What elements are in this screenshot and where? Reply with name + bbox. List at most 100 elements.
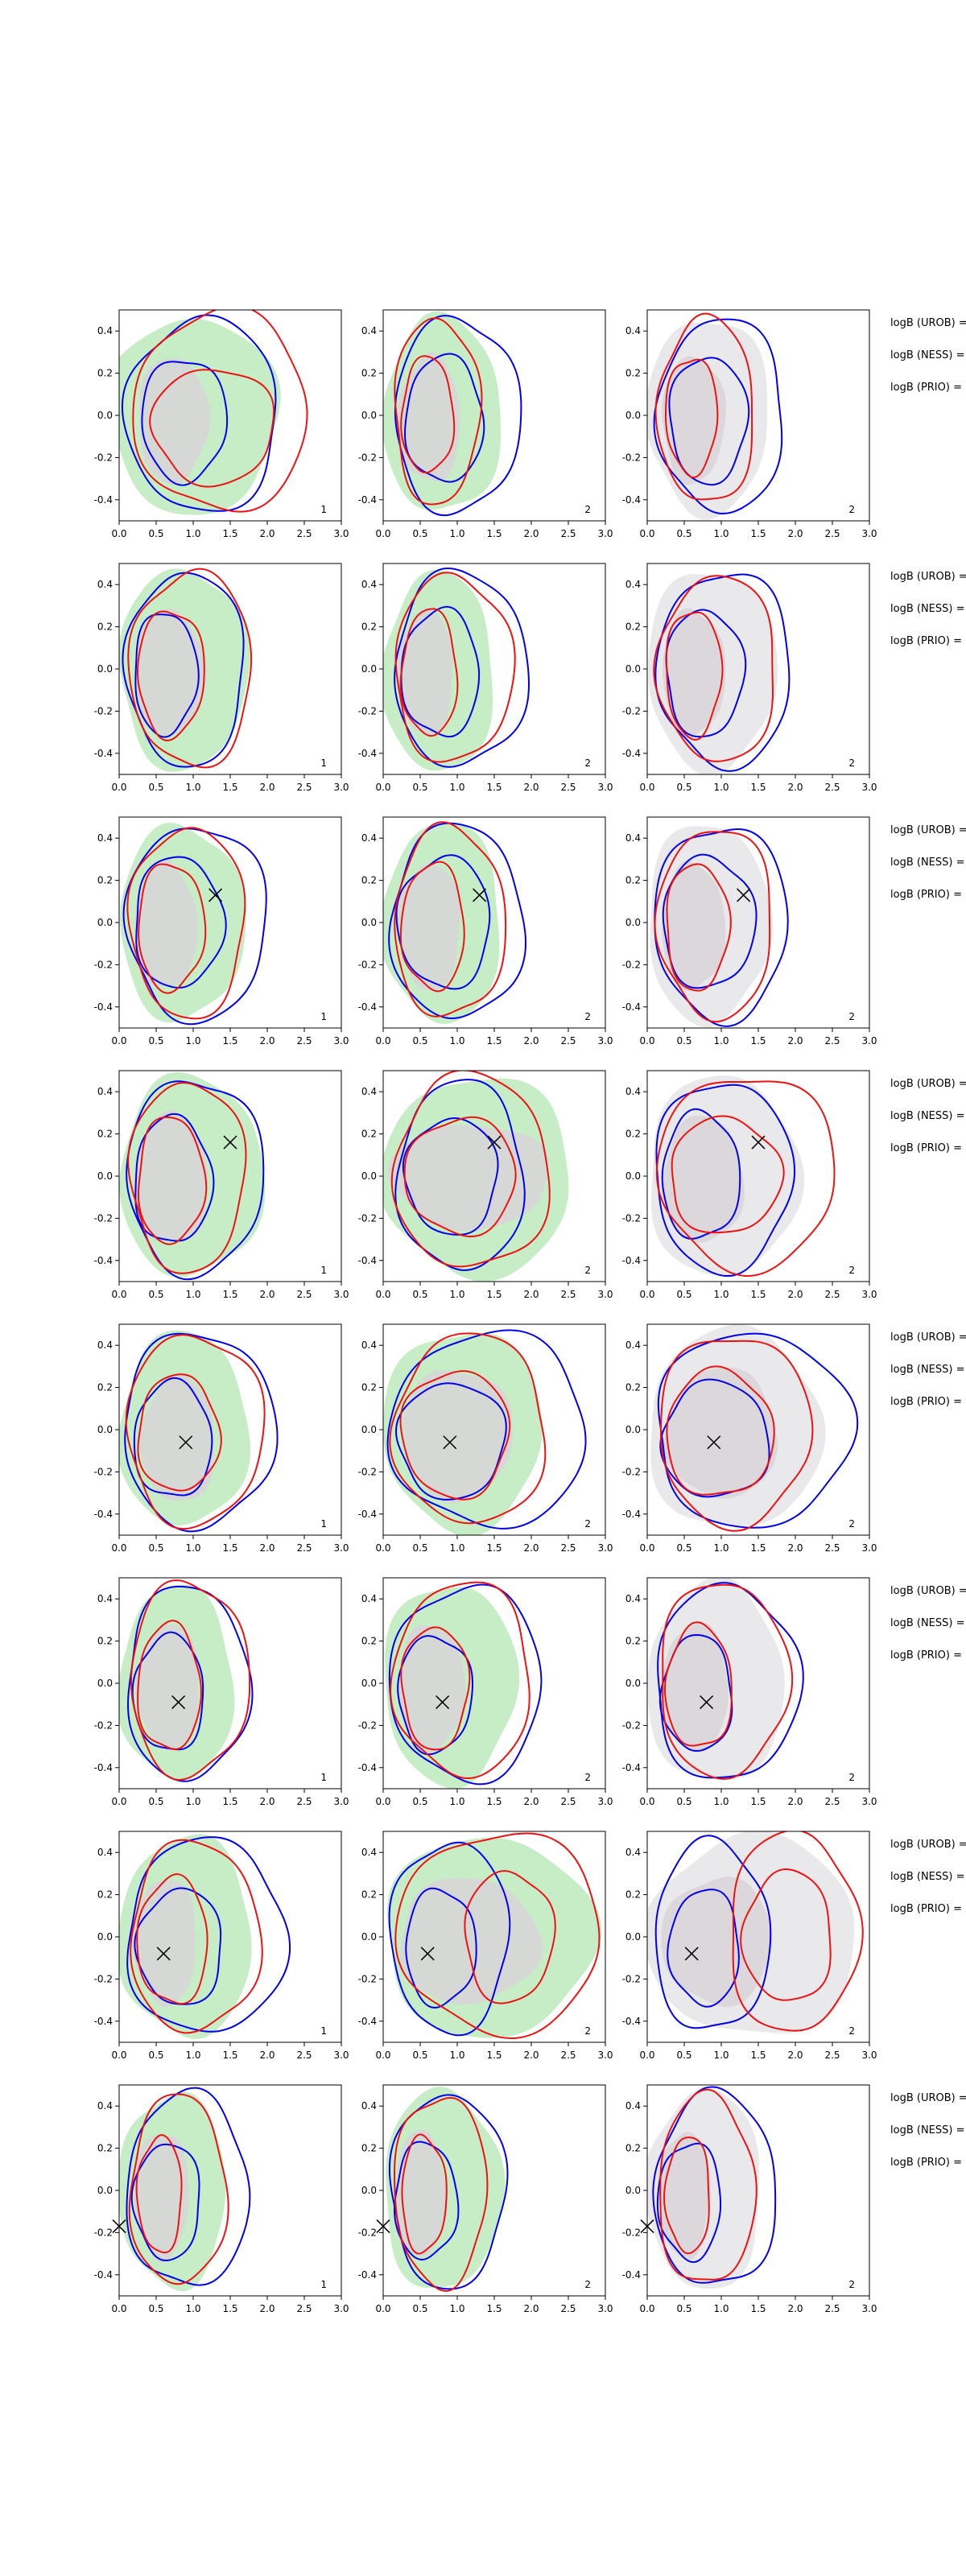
red-contour-2 — [664, 358, 719, 479]
logb-label-3: logB (PRIO) = — [890, 889, 962, 901]
x-marker — [436, 1695, 450, 1710]
y-tick-label: 0.0 — [97, 663, 113, 675]
panel-number-label: 2 — [848, 1265, 855, 1276]
plot-area — [648, 573, 791, 774]
x-tick-label: 3.0 — [597, 2303, 613, 2314]
x-tick-label: 2.5 — [296, 782, 312, 793]
x-tick-label: 0.5 — [676, 782, 691, 793]
y-tick-label: -0.4 — [622, 1255, 641, 1266]
x-tick-label: 0.5 — [676, 1796, 691, 1807]
y-tick-label: 0.2 — [625, 368, 641, 379]
plot-area — [119, 568, 253, 772]
x-tick-label: 2.5 — [560, 528, 576, 539]
red-contour-2 — [138, 1116, 208, 1245]
y-tick-label: 0.2 — [97, 1382, 113, 1393]
y-tick-label: 0.0 — [97, 1170, 113, 1182]
x-tick-label: 0.0 — [375, 2050, 390, 2061]
blue-contour-2 — [131, 1631, 204, 1751]
x-marker — [751, 1135, 766, 1150]
blue-contour-1 — [122, 572, 245, 768]
x-tick-label: 1.0 — [185, 528, 200, 539]
x-tick-label: 2.0 — [523, 1796, 539, 1807]
y-tick-label: -0.2 — [94, 452, 113, 463]
y-tick-label: -0.2 — [622, 1719, 641, 1731]
x-tick-label: 0.5 — [148, 1542, 163, 1554]
x-tick-label: 2.0 — [787, 1289, 803, 1300]
red-contour-1 — [659, 1340, 814, 1532]
x-tick-label: 2.5 — [296, 1542, 312, 1554]
x-tick-label: 2.0 — [523, 1542, 539, 1554]
subplot-r8-c1: 0.0 0.5 1.0 1.5 2.0 2.5 3.0 0.4 0.2 0.0 -0.2 -0.4 1 — [94, 2084, 349, 2314]
panel-number-label: 2 — [848, 2279, 855, 2290]
y-tick-label: -0.4 — [358, 494, 377, 506]
red-contour-2 — [665, 611, 724, 741]
y-tick-label: -0.2 — [358, 1973, 377, 1984]
blue-contour-2 — [668, 357, 750, 486]
x-tick-label: 0.5 — [676, 2303, 691, 2314]
subplot-r6-c1: 0.0 0.5 1.0 1.5 2.0 2.5 3.0 0.4 0.2 0.0 -0.2 -0.4 1 — [94, 1577, 349, 1807]
subplot-r7-c1: 0.0 0.5 1.0 1.5 2.0 2.5 3.0 0.4 0.2 0.0 -0.2 -0.4 1 — [94, 1831, 349, 2061]
subplot-r2-c3: 0.0 0.5 1.0 1.5 2.0 2.5 3.0 0.4 0.2 0.0 -0.2 -0.4 2 — [622, 563, 877, 793]
subplot-r7-c3: 0.0 0.5 1.0 1.5 2.0 2.5 3.0 0.4 0.2 0.0 -0.2 -0.4 2 — [622, 1831, 877, 2061]
y-tick-label: -0.2 — [94, 2227, 113, 2238]
x-tick-label: 0.0 — [639, 528, 654, 539]
red-contour-1 — [394, 317, 483, 506]
x-tick-label: 1.0 — [713, 528, 729, 539]
blue-contour-2 — [656, 2142, 722, 2264]
y-tick-label: 0.2 — [361, 368, 377, 379]
x-tick-label: 0.5 — [412, 528, 427, 539]
y-tick-label: 0.0 — [97, 1424, 113, 1435]
x-tick-label: 3.0 — [333, 1542, 349, 1554]
logb-label-2: logB (NESS) = — [890, 603, 964, 615]
x-tick-label: 2.5 — [824, 2303, 840, 2314]
y-tick-label: 0.0 — [625, 663, 641, 675]
red-contour-2 — [671, 1115, 785, 1234]
x-tick-label: 1.0 — [449, 1035, 464, 1046]
x-tick-label: 1.5 — [486, 1289, 502, 1300]
x-tick-label: 1.0 — [449, 1796, 464, 1807]
x-tick-label: 0.0 — [639, 1035, 654, 1046]
x-tick-label: 1.0 — [185, 1542, 200, 1554]
red-contour-1 — [127, 568, 253, 769]
y-tick-label: 0.2 — [361, 1889, 377, 1901]
plot-area — [647, 1578, 804, 1780]
x-marker — [156, 1946, 171, 1961]
density-fill-inner — [139, 1373, 214, 1501]
logb-label-2: logB (NESS) = — [890, 1364, 964, 1376]
panel-number-label: 1 — [320, 1265, 327, 1276]
blue-contour-2 — [134, 1887, 222, 2005]
x-tick-label: 1.0 — [449, 2303, 464, 2314]
x-tick-label: 0.5 — [676, 1542, 691, 1554]
density-fill-inner — [398, 1624, 466, 1754]
panel-number-label: 1 — [320, 1518, 327, 1530]
x-tick-label: 2.5 — [560, 2050, 576, 2061]
y-tick-label: 0.0 — [625, 917, 641, 928]
y-tick-label: 0.2 — [625, 1129, 641, 1140]
x-tick-label: 1.0 — [713, 1542, 729, 1554]
x-tick-label: 0.5 — [412, 2303, 427, 2314]
x-tick-label: 3.0 — [333, 1796, 349, 1807]
plot-area — [383, 311, 522, 517]
y-tick-label: 0.4 — [97, 579, 113, 590]
subplot-r3-c3: 0.0 0.5 1.0 1.5 2.0 2.5 3.0 0.4 0.2 0.0 -0.2 -0.4 2 — [622, 816, 877, 1046]
x-tick-label: 1.5 — [750, 1542, 766, 1554]
y-tick-label: 0.0 — [97, 1931, 113, 1942]
density-fill-inner — [136, 608, 207, 736]
y-tick-label: 0.4 — [361, 832, 377, 844]
plot-area — [647, 1831, 864, 2033]
x-tick-label: 3.0 — [861, 1289, 877, 1300]
y-tick-label: 0.4 — [361, 1340, 377, 1351]
density-fill-inner — [662, 608, 726, 739]
x-tick-label: 2.0 — [523, 1289, 539, 1300]
blue-contour-2 — [394, 1382, 507, 1501]
x-tick-label: 1.5 — [486, 1542, 502, 1554]
logb-label-2: logB (NESS) = — [890, 857, 964, 869]
y-tick-label: 0.0 — [361, 1424, 377, 1435]
x-tick-label: 0.0 — [111, 1289, 126, 1300]
red-contour-1 — [130, 1839, 263, 2034]
density-fill-inner — [387, 1125, 549, 1232]
y-tick-label: -0.2 — [622, 1466, 641, 1477]
x-tick-label: 0.5 — [412, 2050, 427, 2061]
x-tick-label: 2.5 — [296, 1035, 312, 1046]
panel-number-label: 1 — [320, 1772, 327, 1783]
